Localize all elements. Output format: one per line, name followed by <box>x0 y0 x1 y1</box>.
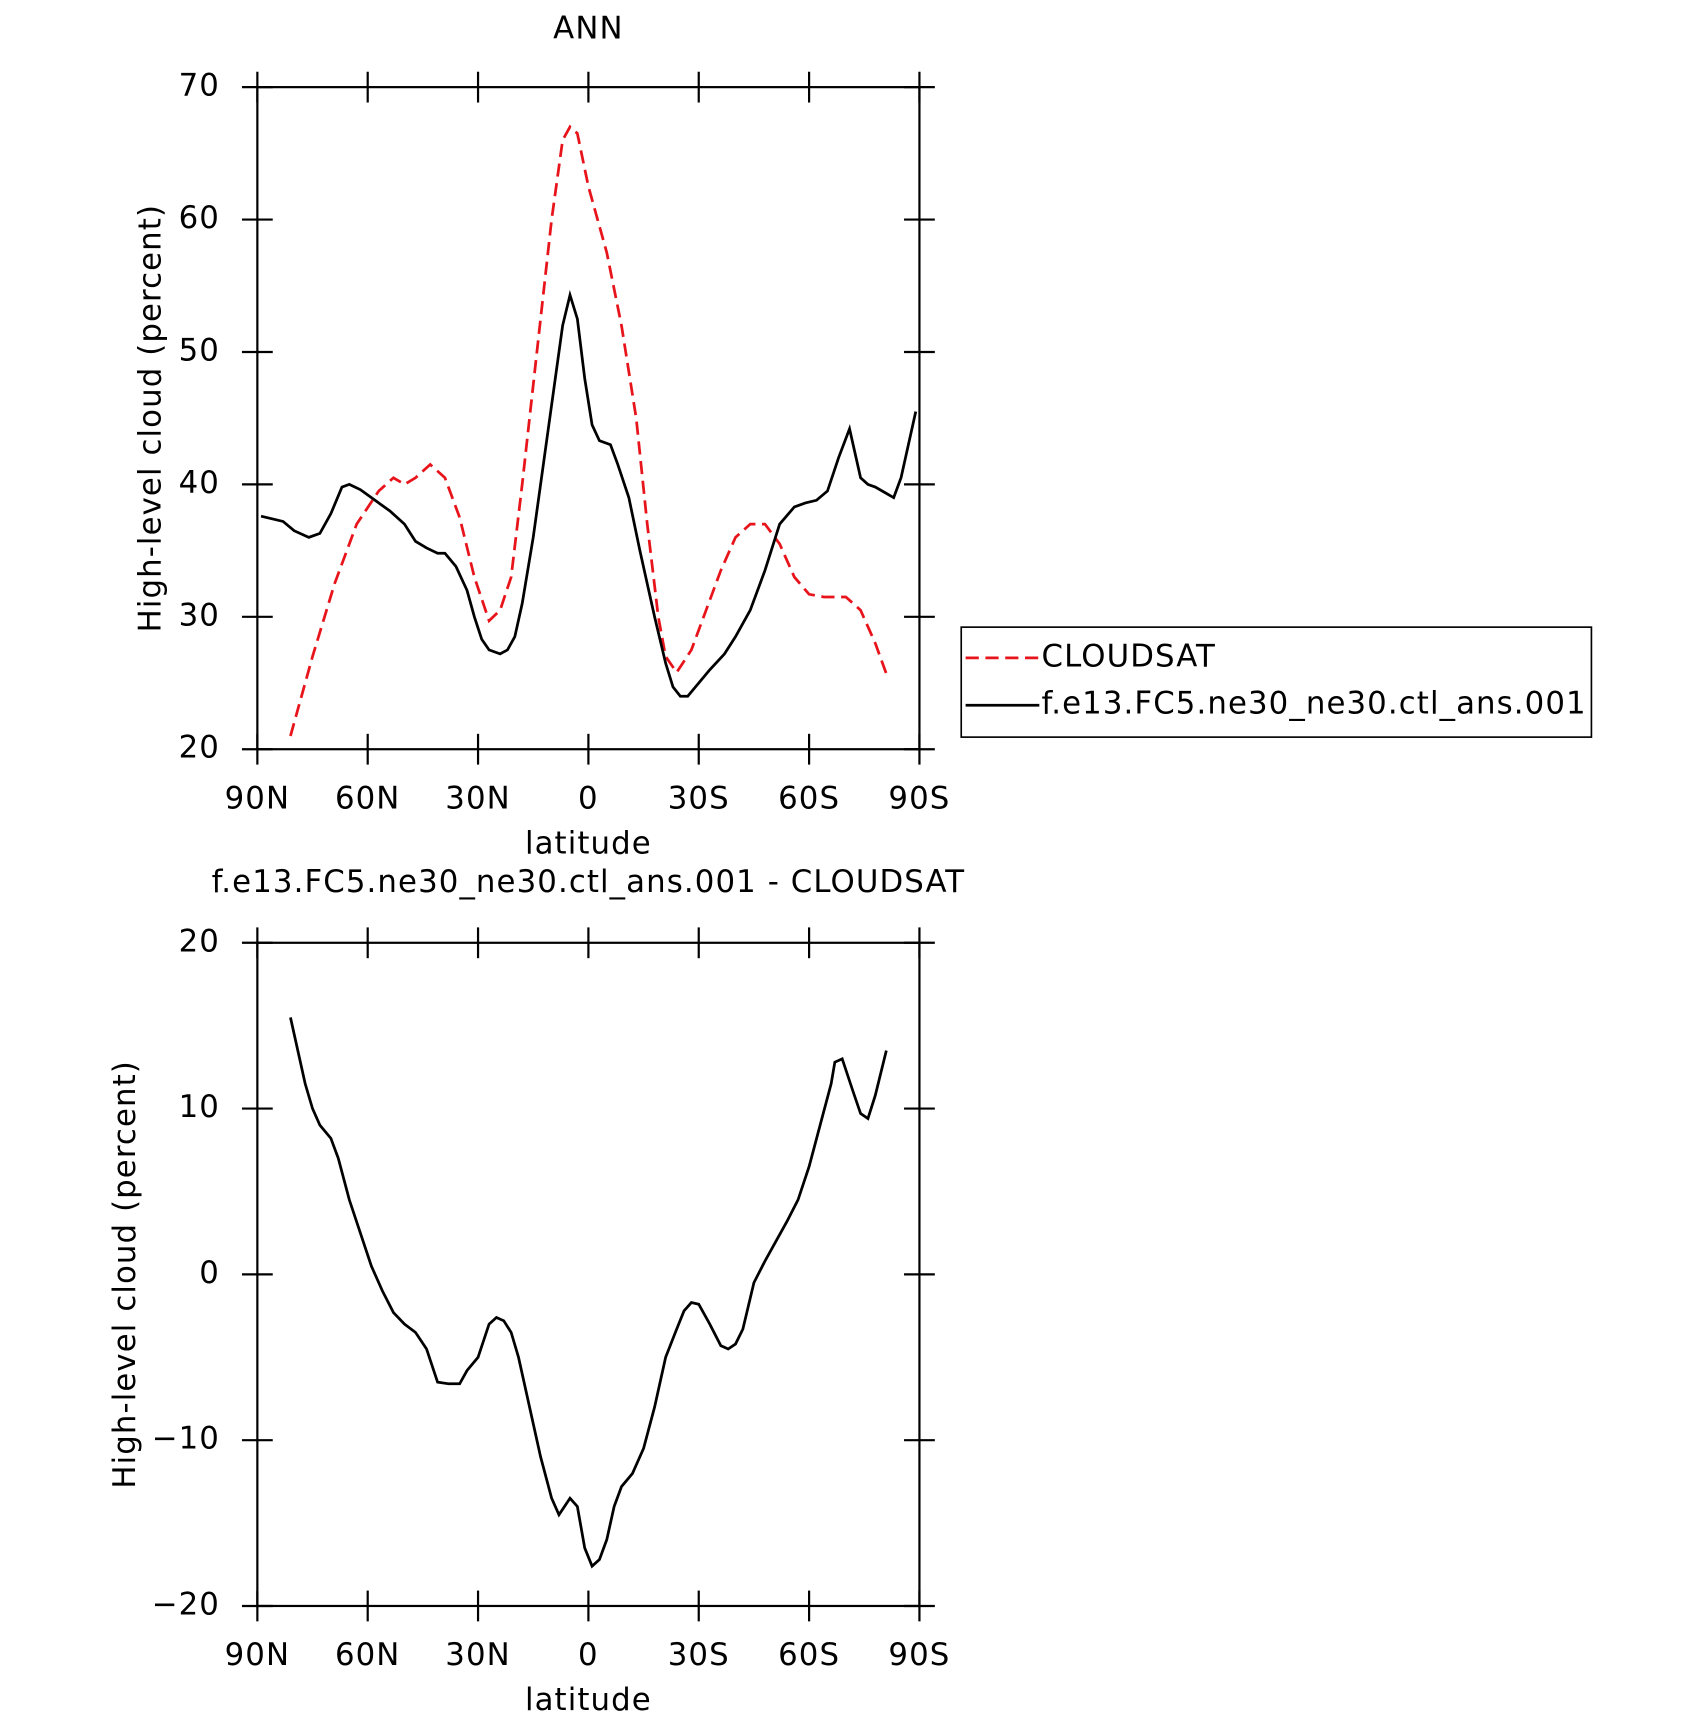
data-line <box>289 1017 888 1569</box>
y-tick-label: 60 <box>179 200 220 236</box>
y-tick-label: 40 <box>179 465 220 501</box>
x-tick-label: 30N <box>445 780 511 816</box>
legend-label: f.e13.FC5.ne30_ne30.ctl_ans.001 <box>1042 686 1587 722</box>
x-tick-label: 90S <box>888 780 950 816</box>
plot-frame <box>256 941 921 1608</box>
data-line <box>260 289 918 698</box>
y-axis-label: High-level cloud (percent) <box>107 1060 143 1488</box>
x-axis-label: latitude <box>525 825 652 861</box>
x-tick-label: 30N <box>445 1637 511 1673</box>
legend-box <box>960 626 1593 738</box>
chart-title: f.e13.FC5.ne30_ne30.ctl_ans.001 - CLOUDS… <box>212 864 966 900</box>
y-tick-label: −20 <box>152 1586 220 1622</box>
x-axis-label: latitude <box>525 1682 652 1718</box>
chart-title: ANN <box>553 10 623 46</box>
x-tick-label: 60N <box>335 780 401 816</box>
x-tick-label: 60S <box>778 1637 840 1673</box>
x-tick-label: 30S <box>668 1637 730 1673</box>
y-tick-label: 50 <box>179 332 220 368</box>
plot-frame <box>256 86 921 751</box>
y-tick-label: −10 <box>152 1421 220 1457</box>
x-tick-label: 60N <box>335 1637 401 1673</box>
y-axis-label: High-level cloud (percent) <box>132 204 168 632</box>
x-tick-label: 90S <box>888 1637 950 1673</box>
x-tick-label: 0 <box>578 780 599 816</box>
legend-label: CLOUDSAT <box>1042 638 1216 674</box>
y-tick-label: 10 <box>179 1089 220 1125</box>
y-tick-label: 30 <box>179 597 220 633</box>
x-tick-label: 0 <box>578 1637 599 1673</box>
y-tick-label: 70 <box>179 68 220 104</box>
data-line <box>289 124 888 737</box>
y-tick-label: 20 <box>179 923 220 959</box>
x-tick-label: 30S <box>668 780 730 816</box>
x-tick-label: 90N <box>225 780 291 816</box>
y-tick-label: 0 <box>199 1255 220 1291</box>
y-tick-label: 20 <box>179 730 220 766</box>
x-tick-label: 90N <box>225 1637 291 1673</box>
x-tick-label: 60S <box>778 780 840 816</box>
